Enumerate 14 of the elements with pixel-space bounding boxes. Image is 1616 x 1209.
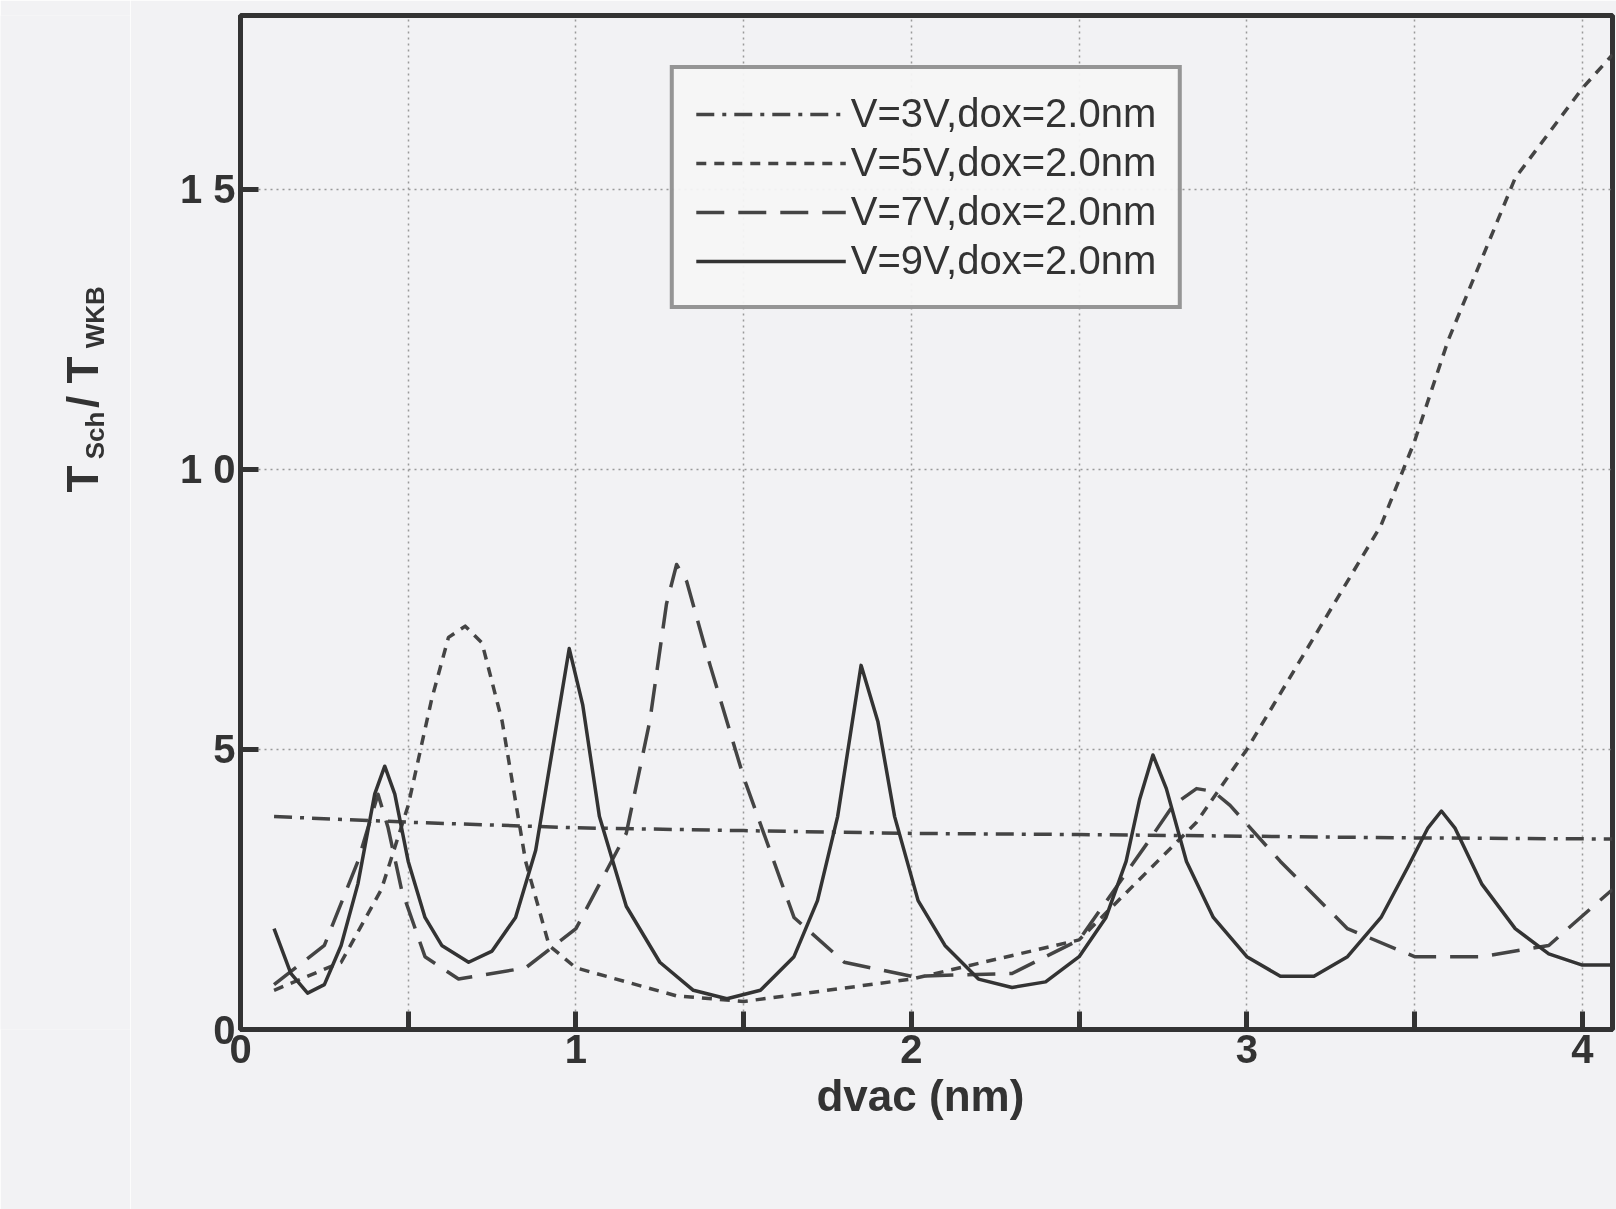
legend-label: V=3V,dox=2.0nm [850,91,1157,136]
y-axis-title: TSch/ TWKB [58,286,110,493]
y-tick-label: 1 5 [179,167,236,212]
x-tick-label: 3 [1235,1026,1258,1071]
x-tick-label: 1 [564,1026,588,1071]
legend-label: V=5V,dox=2.0nm [850,140,1157,185]
x-tick-label: 2 [900,1026,923,1071]
y-tick-label: 1 0 [179,447,236,492]
y-tick-label: 5 [213,727,236,772]
x-axis-title: dvac (nm) [816,1070,1025,1120]
x-tick-label: 4 [1571,1026,1595,1071]
legend-label: V=9V,dox=2.0nm [850,238,1157,283]
legend-label: V=7V,dox=2.0nm [850,189,1157,234]
line-series [272,52,1613,1004]
